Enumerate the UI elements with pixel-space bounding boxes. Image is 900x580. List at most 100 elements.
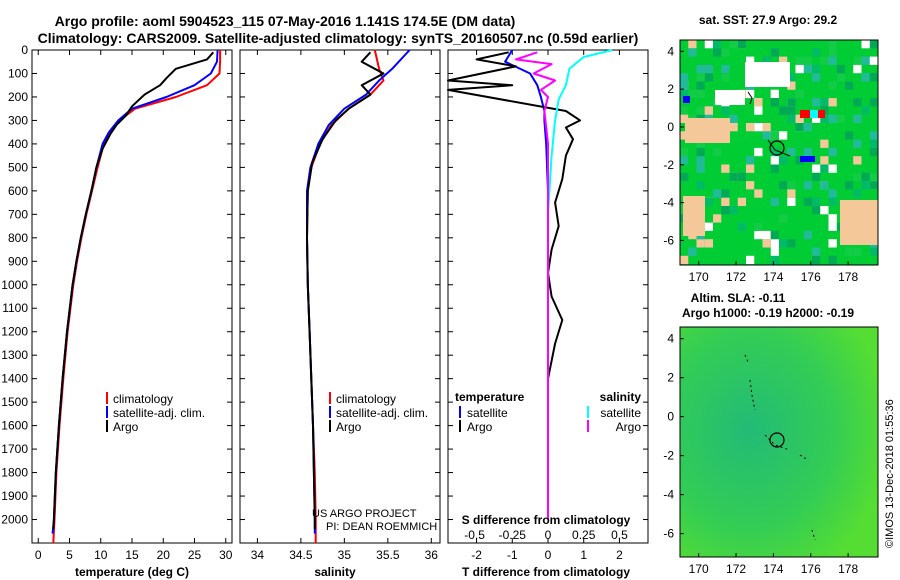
map-x-tick-label: 174 (763, 562, 783, 576)
legend-salinity-title: salinity (600, 390, 642, 404)
sst-cell (812, 48, 821, 57)
sst-cell (754, 98, 763, 107)
sst-cell (795, 56, 804, 65)
sst-cell (853, 156, 862, 165)
sst-cell (853, 98, 862, 107)
sst-cell (828, 197, 837, 206)
sst-cell (861, 181, 870, 190)
map-y-tick-label: -6 (663, 527, 674, 541)
map-y-tick-label: 2 (667, 371, 674, 385)
x-tick-label: 0 (35, 548, 42, 562)
map-y-tick-label: 4 (667, 44, 674, 58)
sst-cell (680, 147, 689, 157)
land-mask-region (840, 200, 878, 245)
sst-cell (746, 181, 755, 190)
sst-cell (754, 123, 763, 132)
sst-cell (795, 89, 804, 99)
sst-cell (795, 156, 804, 165)
sst-cell (779, 156, 788, 165)
legend-t-satellite-label: satellite (467, 406, 508, 420)
x-tick-label: 10 (94, 548, 108, 562)
sst-cell (853, 247, 862, 256)
sst-cell (729, 206, 738, 215)
x-tick-label: 2 (616, 548, 623, 562)
x-tick-label: 35.5 (376, 548, 400, 562)
map-x-tick-label: 176 (801, 270, 821, 284)
sst-cell (770, 131, 779, 140)
sst-cell (779, 181, 788, 190)
y-tick-label: 1600 (1, 419, 28, 433)
sst-cell (713, 147, 722, 157)
sst-cell (762, 123, 771, 132)
y-tick-label: 1400 (1, 372, 28, 386)
y-tick-label: 1000 (1, 278, 28, 292)
sst-cell (737, 222, 746, 231)
sst-cell (787, 239, 796, 248)
title-line-1: Argo profile: aoml 5904523_115 07-May-20… (55, 13, 516, 29)
sst-cell (721, 73, 730, 82)
sst-cell (845, 181, 854, 190)
sst-cell (787, 98, 796, 107)
sst-cell (869, 247, 878, 256)
sst-cell (812, 114, 821, 123)
y-tick-label: 200 (8, 90, 28, 104)
sst-cell (696, 164, 705, 173)
y-tick-label: 1700 (1, 442, 28, 456)
x-tick-label: 15 (125, 548, 139, 562)
y-tick-label: 1200 (1, 325, 28, 339)
sst-cell (704, 64, 713, 74)
legend-climatology-label: climatology (336, 392, 396, 406)
sst-cell (721, 106, 730, 115)
x-tick-label-salinity: 0.5 (611, 528, 628, 542)
sst-cell (762, 239, 771, 248)
difference-panel: -2 -1 0 1 2 -0.5 -0.25 0 0.25 0.5 T difference fr… (447, 49, 649, 579)
x-tick-label: 1 (580, 548, 587, 562)
sst-cell (836, 73, 845, 82)
difference-legend-salinity: salinity satellite Argo (587, 390, 642, 434)
sst-cell (828, 56, 837, 65)
difference-xlabel-salinity: S difference from climatology (462, 513, 631, 527)
sst-cell (828, 255, 837, 265)
sst-map-frame (679, 39, 879, 266)
sst-cell (869, 98, 878, 107)
legend-argo-label: Argo (336, 420, 362, 434)
sst-cell (770, 230, 779, 240)
sst-cell (737, 197, 746, 206)
sst-cell (869, 181, 878, 190)
salinity-legend: climatology satellite-adj. clim. Argo (329, 392, 428, 434)
sst-cell (770, 156, 779, 165)
sst-cell (688, 48, 697, 57)
map-y-tick-label: -4 (663, 488, 674, 502)
legend-satellite-label: satellite-adj. clim. (113, 406, 205, 420)
difference-legend-temperature: temperature satellite Argo (455, 390, 525, 434)
sst-cell (820, 156, 829, 165)
sst-cell (680, 255, 689, 265)
sst-cell (729, 40, 738, 49)
salinity-axes-frame (239, 49, 441, 544)
sst-no-data-region (715, 90, 745, 105)
sst-cell (696, 81, 705, 90)
sst-cell (828, 222, 837, 231)
sst-cell (795, 64, 804, 74)
sst-cell (820, 114, 829, 123)
coastline (744, 354, 816, 541)
temperature-panel: 0 5 10 15 20 25 300100200300400500600700800900… (1, 43, 232, 579)
temperature-xlabel: temperature (deg C) (75, 565, 189, 579)
x-tick-label: -1 (507, 548, 518, 562)
sst-cell (770, 48, 779, 57)
sst-cell (861, 106, 870, 115)
sst-cell (680, 73, 689, 82)
series-line-s-argo (514, 51, 557, 520)
legend-s-argo-label: Argo (616, 420, 642, 434)
sst-cell (787, 189, 796, 198)
sst-cell (754, 147, 763, 157)
sst-cell (696, 156, 705, 165)
sst-cell (688, 247, 697, 256)
sst-cell (696, 64, 705, 74)
sst-cell (680, 106, 689, 115)
sst-cell (754, 106, 763, 115)
sst-cell (696, 147, 705, 157)
sst-cell (812, 206, 821, 215)
sst-cell (770, 247, 779, 256)
sst-cell (803, 197, 812, 206)
